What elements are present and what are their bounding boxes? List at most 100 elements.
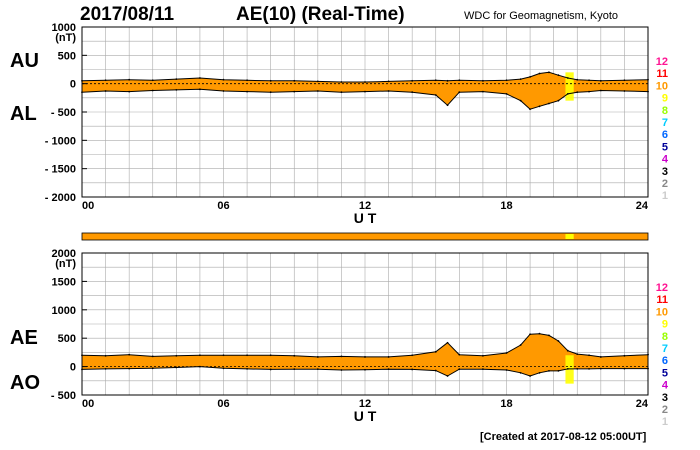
- data-point-au: [458, 79, 461, 82]
- station-scale-label: 12: [656, 56, 668, 68]
- data-point-ao: [623, 367, 626, 370]
- data-point-ao: [316, 368, 319, 371]
- data-point-au: [269, 79, 272, 82]
- y-unit-label: (nT): [55, 32, 76, 44]
- station-scale-label: 5: [662, 367, 668, 379]
- data-point-al: [505, 92, 508, 95]
- x-tick-label: 00: [82, 200, 94, 212]
- data-point-au: [576, 78, 579, 81]
- station-scale-label: 1: [662, 190, 668, 202]
- data-point-ae: [175, 354, 178, 357]
- data-point-ae: [246, 354, 248, 357]
- data-point-au: [199, 77, 201, 79]
- data-point-au: [246, 79, 248, 82]
- y-tick-label: 2000: [52, 248, 76, 260]
- data-point-al: [364, 90, 366, 93]
- station-scale-label: 9: [662, 319, 668, 331]
- x-tick-label: 00: [82, 398, 94, 410]
- data-point-au: [519, 78, 522, 81]
- data-point-au: [128, 78, 131, 81]
- x-tick-label: 24: [636, 398, 649, 410]
- x-axis-label: U T: [354, 210, 377, 226]
- y-tick-label: - 500: [51, 390, 76, 402]
- y-tick-label: 1000: [52, 22, 76, 34]
- data-point-au: [104, 79, 107, 82]
- y-tick-label: - 1000: [45, 135, 76, 147]
- station-scale-label: 12: [656, 282, 668, 294]
- station-scale-label: 9: [662, 93, 668, 105]
- data-point-au: [364, 81, 366, 83]
- data-point-ao: [434, 369, 437, 372]
- x-tick-label: 06: [217, 200, 229, 212]
- data-point-al: [246, 90, 248, 93]
- data-point-ao: [529, 375, 531, 377]
- data-point-ae: [529, 333, 531, 336]
- data-point-ae: [104, 354, 107, 357]
- data-point-al: [538, 105, 541, 108]
- data-point-ao: [293, 368, 296, 371]
- data-point-al: [175, 89, 178, 91]
- x-tick-label: 24: [636, 200, 649, 212]
- data-point-ae: [293, 354, 296, 357]
- y-tick-label: 0: [70, 362, 76, 374]
- data-point-ao: [588, 367, 590, 370]
- data-point-ae: [446, 341, 449, 344]
- data-point-ao: [387, 368, 390, 371]
- data-point-ae: [411, 354, 414, 357]
- data-point-ao: [364, 368, 366, 371]
- data-point-ae: [269, 354, 272, 357]
- data-point-al: [566, 92, 569, 95]
- station-scale-label: 2: [662, 178, 668, 190]
- x-tick-label: 06: [217, 398, 229, 410]
- data-point-ae: [340, 355, 343, 358]
- chart-title: AE(10) (Real-Time): [236, 4, 405, 25]
- station-scale-label: 2: [662, 404, 668, 416]
- data-point-al: [316, 90, 319, 92]
- x-tick-label: 12: [359, 398, 371, 410]
- y-tick-label: 500: [58, 333, 76, 345]
- x-tick-label: 18: [500, 398, 512, 410]
- data-point-ao: [458, 368, 461, 371]
- au-label: AU: [10, 50, 39, 72]
- station-scale-label: 4: [662, 380, 669, 392]
- data-point-ae: [505, 352, 508, 354]
- data-point-au: [482, 79, 484, 82]
- data-point-ao: [128, 367, 131, 370]
- data-point-al: [548, 102, 550, 105]
- station-scale-label: 1: [662, 416, 668, 428]
- y-tick-label: 0: [70, 79, 76, 91]
- y-unit-label: (nT): [55, 258, 76, 270]
- ao-label: AO: [10, 372, 40, 394]
- data-point-al: [340, 91, 343, 94]
- data-point-al: [293, 90, 296, 93]
- data-point-au: [446, 79, 449, 82]
- data-point-ae: [128, 353, 131, 356]
- data-point-au: [599, 79, 602, 82]
- data-point-ae: [458, 353, 461, 356]
- data-point-au: [293, 79, 296, 82]
- data-point-ao: [482, 368, 484, 371]
- data-point-ao: [538, 371, 541, 374]
- data-point-ao: [104, 367, 107, 370]
- data-point-au: [222, 78, 225, 81]
- plot-frame: [81, 252, 649, 396]
- data-point-ae: [519, 344, 522, 346]
- data-point-al: [434, 94, 437, 96]
- data-point-ae: [557, 340, 560, 342]
- station-scale-label: 5: [662, 141, 668, 153]
- station-scale-label: 3: [662, 392, 668, 404]
- data-point-au: [566, 77, 569, 79]
- data-point-al: [588, 90, 590, 93]
- data-point-al: [458, 91, 461, 94]
- data-point-al: [623, 90, 626, 92]
- data-point-ao: [519, 371, 522, 374]
- data-point-au: [387, 80, 390, 83]
- data-point-au: [411, 79, 414, 82]
- data-point-au: [557, 74, 560, 77]
- station-scale-label: 7: [662, 117, 668, 129]
- data-point-au: [151, 79, 154, 82]
- data-point-ae: [623, 354, 626, 357]
- data-point-al: [411, 91, 414, 94]
- data-point-ao: [175, 366, 178, 369]
